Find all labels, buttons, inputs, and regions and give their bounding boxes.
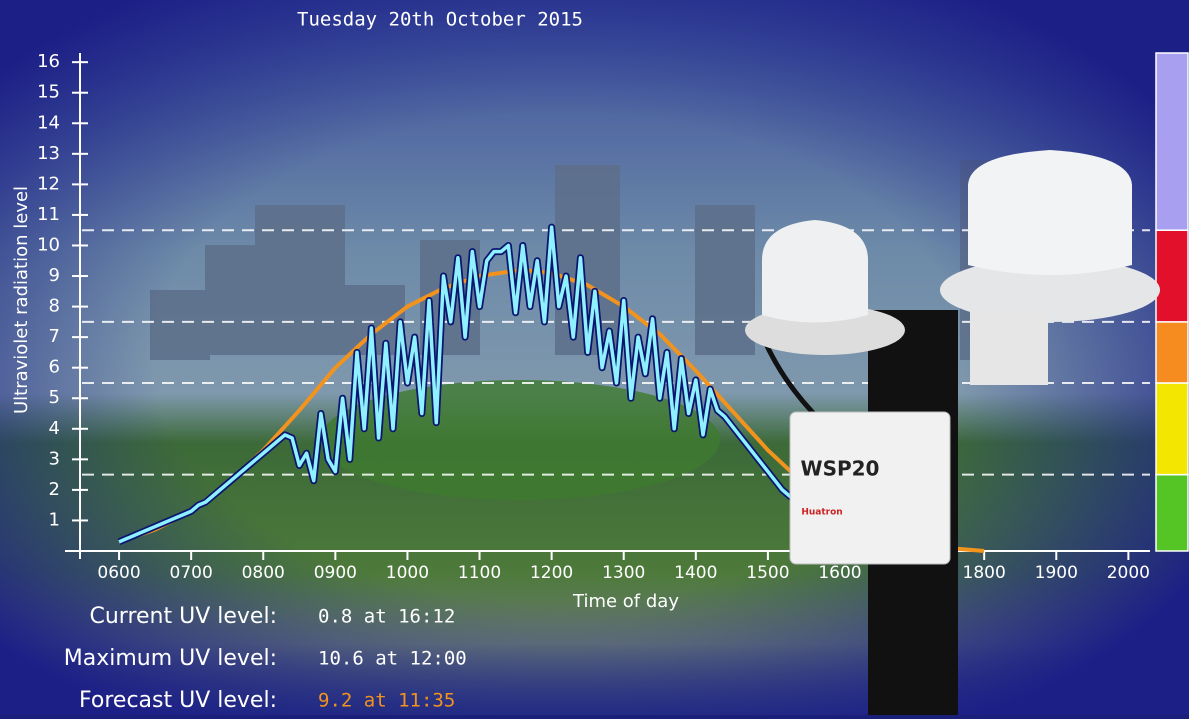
y-tick-label: 5 xyxy=(49,387,60,408)
x-tick-label: 0700 xyxy=(170,563,213,583)
y-tick-label: 4 xyxy=(49,418,60,439)
uv-band xyxy=(1156,53,1188,230)
dome xyxy=(762,220,868,323)
x-tick-label: 0800 xyxy=(242,563,285,583)
uv-band xyxy=(1156,322,1188,383)
junction-box xyxy=(970,310,1048,385)
readout-label: Current UV level: xyxy=(90,604,278,629)
x-tick-label: 1000 xyxy=(386,563,429,583)
uv-band xyxy=(1156,383,1188,475)
x-tick-label: 1900 xyxy=(1035,563,1078,583)
y-tick-label: 14 xyxy=(37,112,60,133)
y-tick-label: 1 xyxy=(49,509,60,530)
x-tick-label: 0600 xyxy=(97,563,140,583)
x-tick-label: 1400 xyxy=(674,563,717,583)
x-tick-label: 1800 xyxy=(963,563,1006,583)
y-tick-label: 6 xyxy=(49,357,60,378)
y-tick-label: 7 xyxy=(49,326,60,347)
x-tick-label: 1600 xyxy=(818,563,861,583)
x-tick-label: 1100 xyxy=(458,563,501,583)
x-tick-label: 1300 xyxy=(602,563,645,583)
page: Tuesday 20th October 2015 Ultraviolet ra… xyxy=(0,0,1189,715)
y-tick-label: 3 xyxy=(49,448,60,469)
device-brand: Huatron xyxy=(801,508,842,518)
y-tick-label: 15 xyxy=(37,82,60,103)
x-tick-label: 1200 xyxy=(530,563,573,583)
y-tick-label: 12 xyxy=(37,173,60,194)
y-axis-label: Ultraviolet radiation level xyxy=(11,186,32,414)
y-tick-label: 16 xyxy=(37,51,60,72)
x-axis-label: Time of day xyxy=(572,591,679,612)
x-tick-label: 2000 xyxy=(1107,563,1150,583)
uv-band xyxy=(1156,475,1188,551)
chart: Tuesday 20th October 2015 Ultraviolet ra… xyxy=(0,0,1189,715)
y-tick-label: 10 xyxy=(37,234,60,255)
readout-value: 10.6 at 12:00 xyxy=(318,648,467,670)
readout-value: 9.2 at 11:35 xyxy=(318,690,455,712)
y-tick-label: 8 xyxy=(49,296,60,317)
chart-title: Tuesday 20th October 2015 xyxy=(297,9,583,31)
y-tick-label: 9 xyxy=(49,265,60,286)
y-tick-label: 13 xyxy=(37,143,60,164)
readout-label: Forecast UV level: xyxy=(79,688,277,713)
readout-label: Maximum UV level: xyxy=(64,646,277,671)
logger-box xyxy=(790,412,950,564)
y-tick-label: 2 xyxy=(49,479,60,500)
dome xyxy=(968,150,1132,275)
device-model: WSP20 xyxy=(801,457,880,481)
uv-band xyxy=(1156,230,1188,322)
readout-value: 0.8 at 16:12 xyxy=(318,606,455,628)
x-tick-label: 1500 xyxy=(746,563,789,583)
y-tick-label: 11 xyxy=(37,204,60,225)
x-tick-label: 0900 xyxy=(314,563,357,583)
